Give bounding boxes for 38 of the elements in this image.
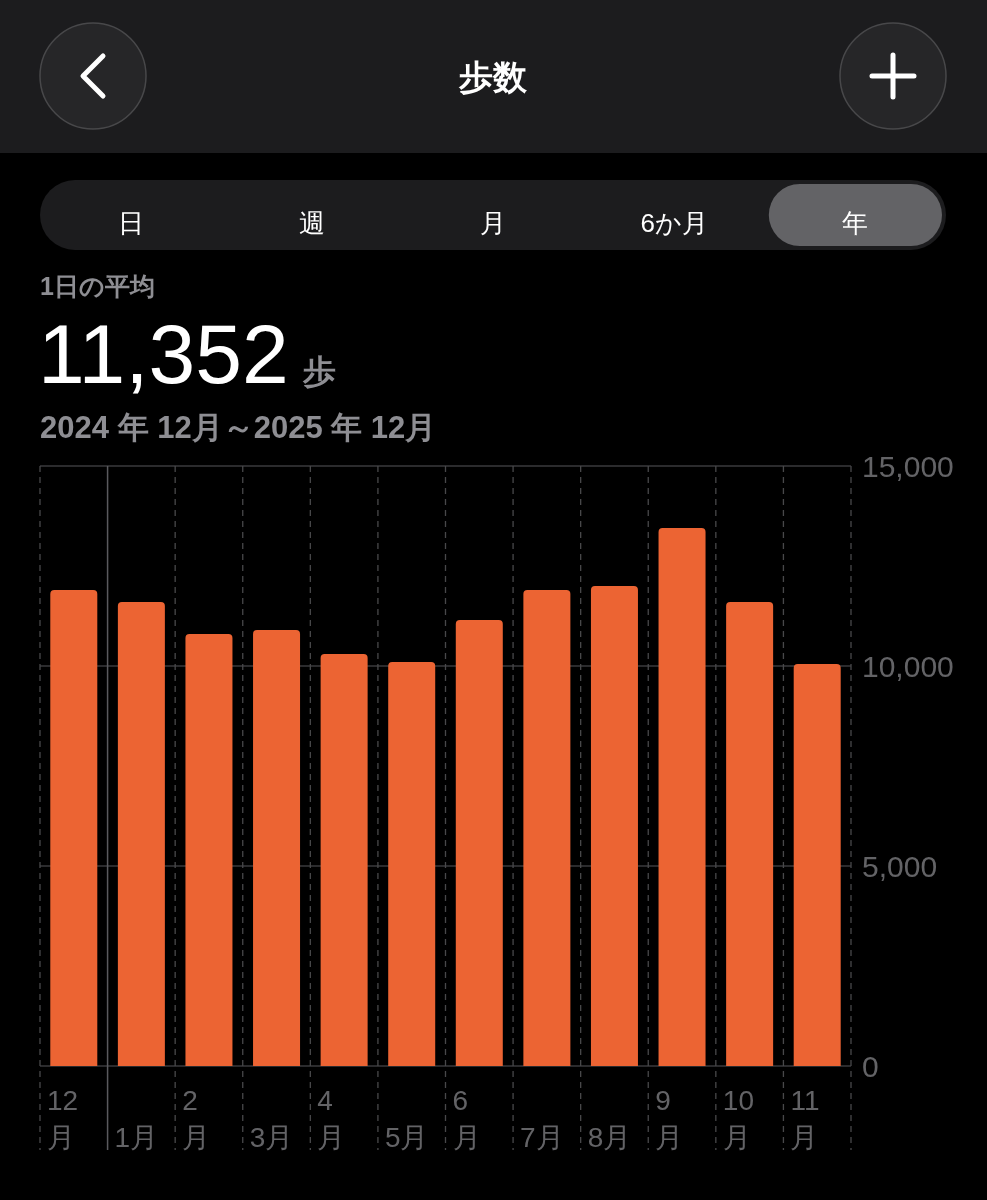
text: 歩 (301, 353, 336, 390)
x-tick-label: 4 月 (317, 1085, 346, 1153)
y-tick-label: 15,000 (862, 449, 954, 483)
x-tick-label: 7月 (520, 1122, 564, 1153)
x-tick-label: 5月 (384, 1122, 429, 1153)
tab-label: 日 (117, 207, 144, 238)
chart-subtitle: 2024 年 12月～2025 年 12月 (40, 410, 437, 445)
bar (590, 586, 638, 1066)
tab-label: 6か月 (640, 207, 708, 238)
bar (793, 664, 841, 1066)
x-tick-label: 1月 (114, 1122, 159, 1153)
y-tick-label: 10,000 (862, 649, 954, 683)
bar (185, 634, 233, 1066)
tab-label: 週 (298, 207, 325, 238)
x-tick-label: 11 月 (790, 1085, 820, 1153)
x-tick-label: 9 月 (655, 1085, 684, 1153)
x-tick-label: 12 月 (47, 1085, 79, 1153)
tab-label: 月 (480, 207, 506, 238)
x-tick-label: 6 月 (452, 1085, 481, 1153)
text: 11,352 (38, 307, 289, 401)
x-tick-label: 10 月 (722, 1085, 754, 1153)
x-tick-label: 3月 (249, 1122, 294, 1153)
bar (320, 654, 368, 1066)
x-tick-label: 2 月 (182, 1085, 211, 1153)
bar (455, 620, 503, 1066)
bar (726, 602, 774, 1066)
chart-title: 歩数 (458, 58, 528, 96)
text: 1日の平均 (40, 272, 155, 300)
bar (253, 630, 301, 1066)
tab-label: 年 (842, 207, 869, 238)
bar (117, 602, 165, 1066)
y-tick-label: 0 (862, 1049, 879, 1083)
bar (388, 662, 436, 1066)
x-tick-label: 8月 (587, 1122, 632, 1153)
y-tick-label: 5,000 (862, 849, 938, 883)
bar (523, 590, 571, 1066)
bar (658, 528, 706, 1066)
bar (50, 590, 98, 1066)
